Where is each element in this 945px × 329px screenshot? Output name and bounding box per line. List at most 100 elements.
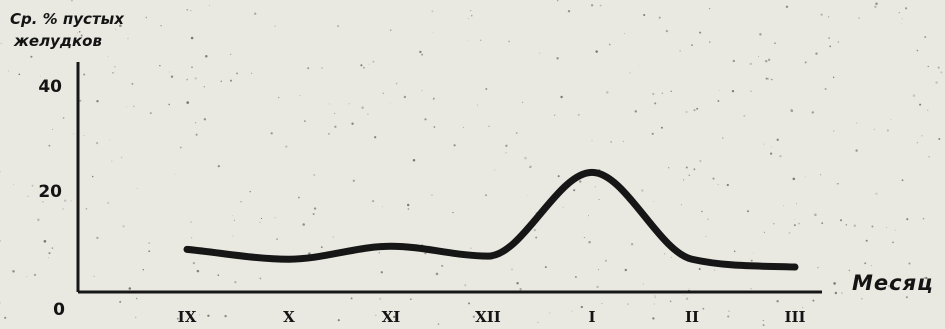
speckle-dot	[260, 217, 263, 220]
x-tick-x: X	[283, 308, 295, 326]
speckle-dot	[560, 95, 563, 99]
speckle-dot	[233, 219, 235, 221]
speckle-dot	[145, 16, 148, 19]
speckle-dot	[606, 91, 609, 94]
speckle-dot	[132, 105, 135, 108]
speckle-dot	[307, 67, 310, 70]
speckle-dot	[912, 94, 916, 97]
speckle-dot	[727, 315, 730, 318]
speckle-dot	[597, 269, 599, 271]
speckle-dot	[894, 229, 896, 231]
speckle-dot	[334, 112, 336, 114]
y-axis-label-line-1: Ср. % пустых	[10, 10, 125, 28]
speckle-dot	[624, 268, 628, 272]
speckle-dot	[190, 221, 192, 223]
speckle-dot	[905, 296, 909, 299]
speckle-dot	[790, 108, 792, 110]
speckle-dot	[574, 276, 577, 278]
speckle-dot	[685, 110, 688, 114]
speckle-dot	[804, 176, 806, 178]
speckle-dot	[886, 226, 888, 228]
speckle-dot	[508, 40, 511, 43]
speckle-dot	[764, 59, 768, 63]
speckle-dot	[629, 72, 631, 74]
speckle-dot	[452, 211, 454, 214]
speckle-dot	[332, 236, 335, 238]
speckle-dot	[908, 262, 911, 265]
speckle-dot	[708, 7, 711, 10]
speckle-dot	[424, 118, 427, 121]
speckle-dot	[824, 87, 827, 91]
speckle-dot	[892, 241, 894, 244]
speckle-dot	[693, 168, 696, 171]
speckle-dot	[776, 299, 779, 303]
speckle-dot	[641, 189, 644, 192]
speckle-dot	[820, 13, 823, 16]
speckle-dot	[669, 300, 672, 303]
speckle-dot	[485, 194, 487, 197]
speckle-dot	[52, 128, 53, 130]
speckle-dot	[419, 50, 422, 54]
speckle-dot	[610, 141, 613, 143]
speckle-dot	[234, 280, 237, 284]
speckle-dot	[511, 268, 513, 271]
speckle-dot	[504, 151, 507, 154]
speckle-dot	[685, 297, 689, 300]
speckle-dot	[432, 98, 435, 101]
speckle-dot	[409, 298, 412, 301]
speckle-dot	[39, 75, 41, 77]
speckle-dot	[665, 29, 669, 33]
speckle-dot	[203, 118, 207, 121]
speckle-dot	[699, 31, 702, 34]
speckle-dot	[433, 97, 435, 99]
speckle-dot	[80, 34, 83, 37]
speckle-dot	[75, 35, 77, 37]
speckle-dot	[668, 167, 670, 169]
speckle-dot	[179, 146, 182, 149]
speckle-dot	[112, 72, 114, 74]
speckle-dot	[788, 231, 791, 235]
speckle-dot	[240, 201, 242, 203]
speckle-dot	[815, 52, 818, 55]
speckle-dot	[477, 104, 479, 106]
speckle-dot	[927, 65, 929, 68]
series-line	[183, 168, 799, 271]
speckle-dot	[937, 66, 940, 69]
speckle-dot	[18, 73, 21, 76]
speckle-dot	[709, 41, 711, 43]
speckle-dot	[62, 117, 65, 119]
speckle-dot	[231, 215, 233, 217]
speckle-dot	[833, 282, 836, 285]
speckle-dot	[313, 207, 317, 210]
speckle-dot	[905, 7, 908, 10]
speckle-dot	[169, 71, 171, 73]
speckle-dot	[758, 55, 760, 57]
speckle-dot	[714, 269, 716, 271]
speckle-dot	[653, 200, 655, 202]
speckle-dot	[726, 183, 729, 187]
speckle-dot	[328, 103, 330, 105]
speckle-dot	[363, 66, 365, 69]
speckle-dot	[774, 42, 776, 45]
x-tick-ii: II	[685, 308, 699, 326]
speckle-dot	[131, 82, 134, 85]
speckle-dot	[712, 177, 715, 180]
speckle-dot	[836, 183, 838, 185]
speckle-dot	[916, 141, 919, 144]
speckle-dot	[858, 17, 860, 19]
speckle-dot	[374, 136, 377, 139]
speckle-dot	[752, 252, 754, 254]
speckle-dot	[817, 267, 819, 269]
speckle-dot	[466, 39, 468, 41]
speckle-dot	[556, 57, 559, 60]
speckle-dot	[270, 132, 273, 135]
speckle-dot	[567, 10, 571, 13]
speckle-dot	[653, 303, 655, 305]
speckle-dot	[865, 239, 868, 242]
speckle-dot	[160, 25, 162, 27]
speckle-dot	[170, 75, 174, 78]
speckle-dot	[919, 103, 922, 106]
speckle-dot	[661, 92, 664, 95]
